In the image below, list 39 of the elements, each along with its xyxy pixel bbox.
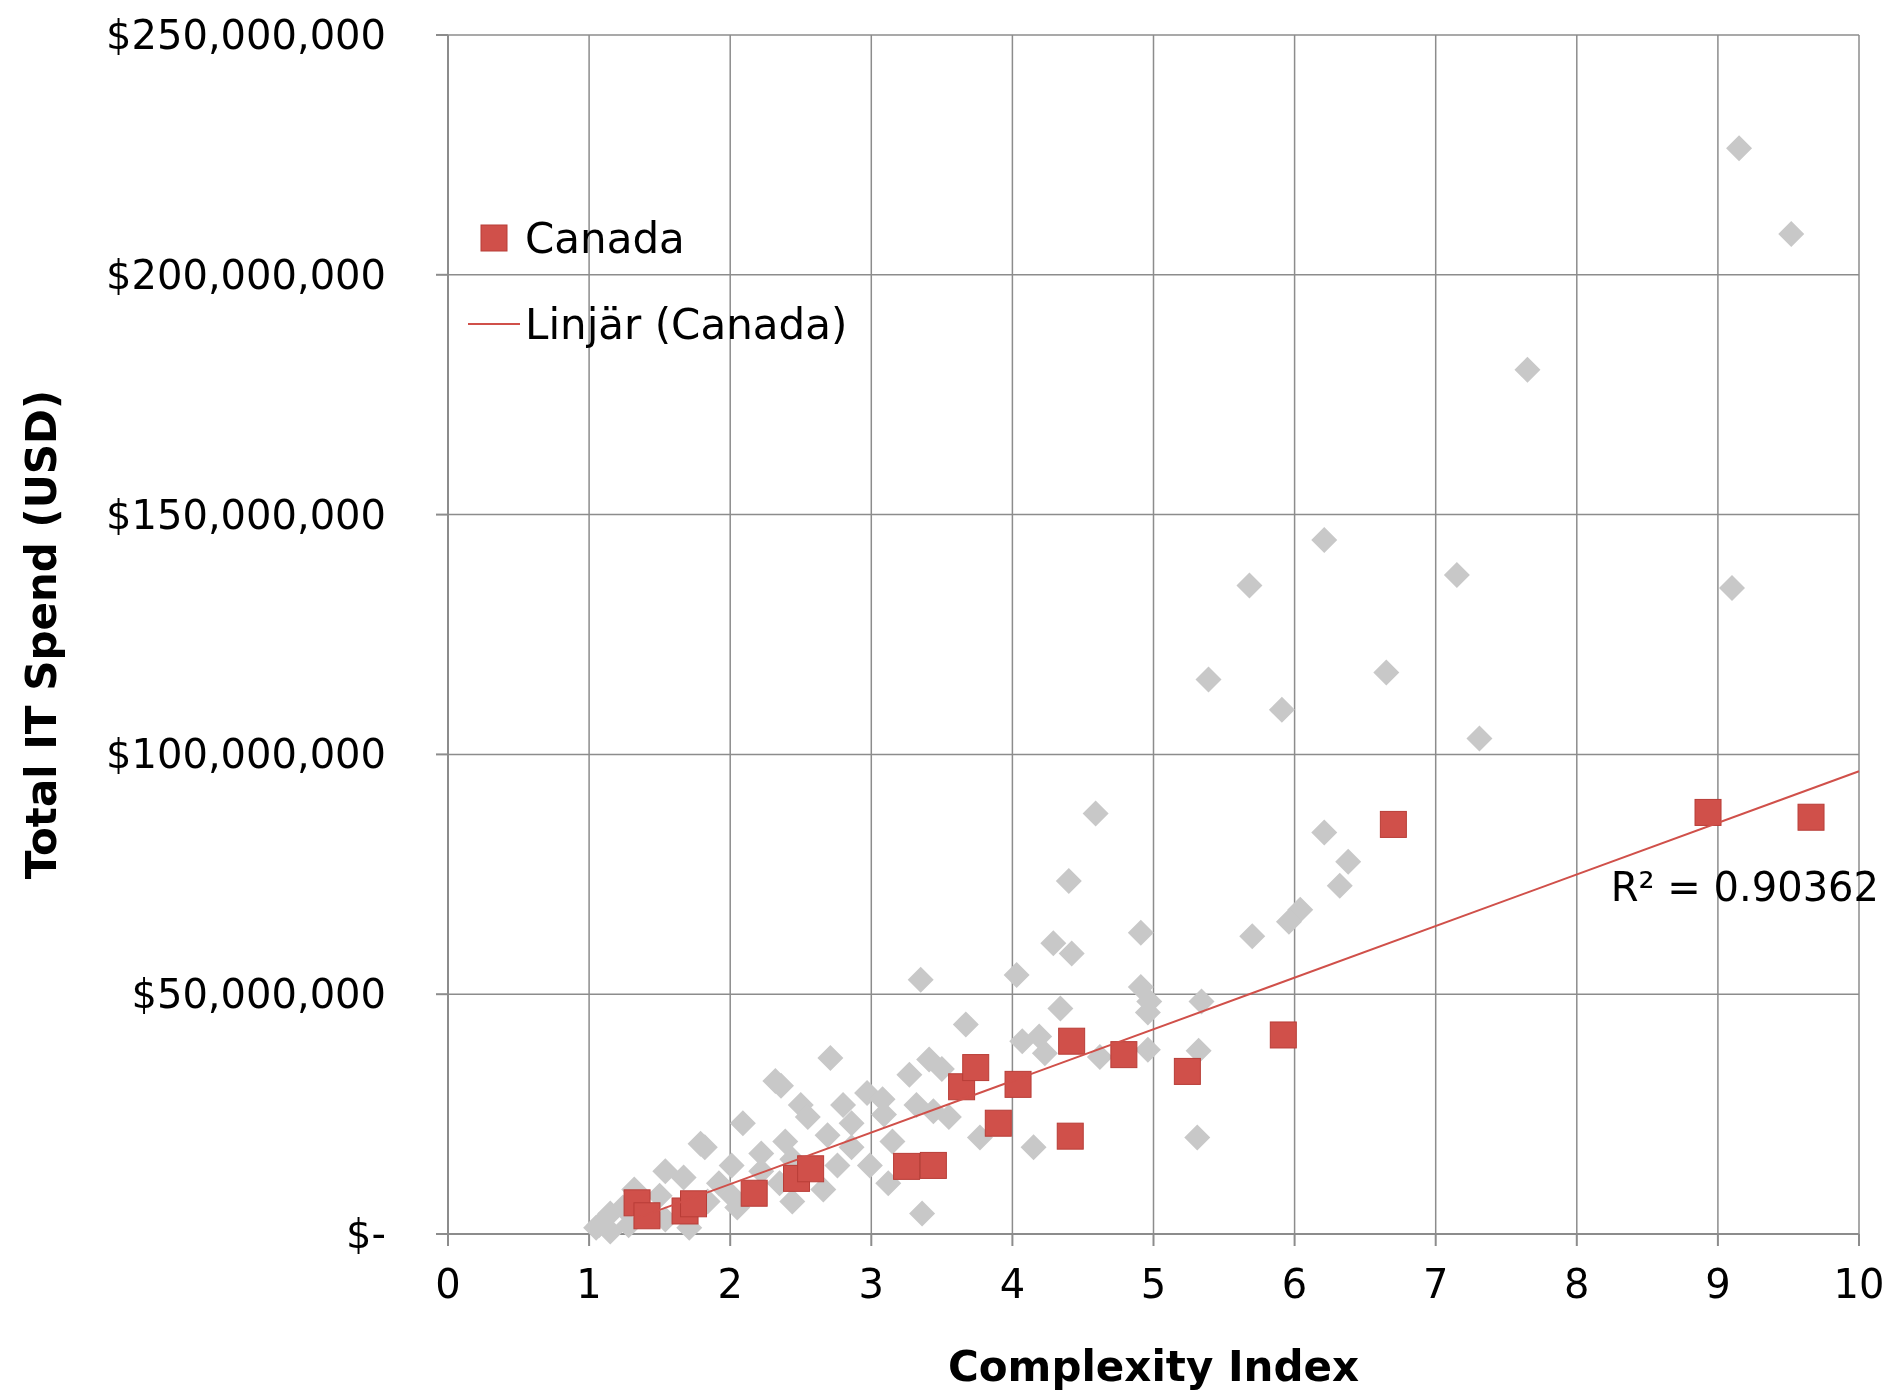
- point: [962, 1054, 990, 1082]
- y-tick-label: $50,000,000: [131, 971, 386, 1018]
- x-tick-label: 8: [1564, 1261, 1590, 1307]
- point: [1110, 1041, 1138, 1069]
- point: [633, 1202, 661, 1230]
- legend-label: Canada: [525, 214, 685, 263]
- point: [1004, 1070, 1032, 1098]
- y-tick-label: $-: [346, 1211, 386, 1257]
- x-tick-label: 2: [717, 1261, 743, 1307]
- x-tick-label: 7: [1422, 1261, 1449, 1307]
- point: [1058, 1027, 1086, 1055]
- y-tick-label: $150,000,000: [106, 491, 386, 538]
- point: [740, 1179, 768, 1207]
- point: [893, 1152, 921, 1180]
- point: [1694, 798, 1722, 826]
- x-tick-label: 5: [1140, 1261, 1167, 1307]
- y-tick-label: $250,000,000: [106, 12, 386, 58]
- point: [919, 1151, 947, 1179]
- x-axis-title: Complexity Index: [947, 1342, 1360, 1391]
- x-tick-label: 1: [576, 1261, 602, 1307]
- y-tick-label: $100,000,000: [106, 731, 386, 778]
- point: [680, 1190, 708, 1218]
- point: [1056, 1122, 1084, 1150]
- point: [1379, 810, 1407, 838]
- annotation: R² = 0.90362: [1610, 864, 1879, 910]
- x-tick-label: 10: [1833, 1261, 1885, 1307]
- legend-label: Linjär (Canada): [525, 300, 848, 349]
- x-tick-label: 0: [435, 1261, 461, 1307]
- point: [1269, 1021, 1297, 1049]
- x-tick-label: 6: [1281, 1261, 1308, 1307]
- point: [797, 1155, 825, 1183]
- point: [984, 1109, 1012, 1137]
- x-tick-label: 4: [999, 1261, 1026, 1307]
- point: [1797, 803, 1825, 831]
- y-axis-title: Total IT Spend (USD): [17, 389, 66, 880]
- point: [1173, 1057, 1201, 1085]
- x-tick-label: 9: [1705, 1261, 1731, 1307]
- y-tick-label: $200,000,000: [106, 251, 386, 298]
- x-tick-label: 3: [858, 1261, 885, 1307]
